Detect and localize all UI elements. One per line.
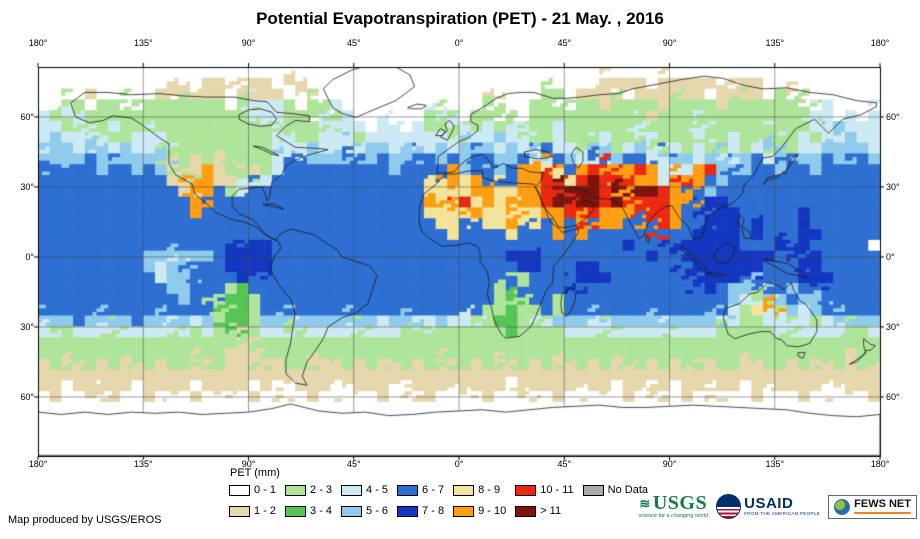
fewsnet-name: FEWS NET — [854, 498, 911, 510]
lon-tick-label-bottom: 0° — [454, 459, 464, 469]
legend-item: 8 - 9 — [453, 482, 506, 498]
lat-tick-label-right: 30° — [886, 321, 900, 332]
lon-tick-label-bottom: 135° — [765, 459, 785, 469]
legend-swatch — [229, 505, 250, 517]
usgs-logo: ≋ USGS science for a changing world — [638, 492, 709, 519]
lon-tick-label-top: 135° — [133, 38, 153, 48]
legend-column: 2 - 3 3 - 4 — [285, 482, 332, 524]
legend-label: 4 - 5 — [366, 484, 389, 496]
legend-label: 0 - 1 — [254, 484, 277, 496]
lon-tick-label-bottom: 90° — [662, 459, 677, 469]
legend-label: 9 - 10 — [478, 505, 507, 517]
lat-tick-label-left: 60° — [20, 111, 34, 122]
legend-swatch — [341, 505, 363, 517]
usaid-tagline: FROM THE AMERICAN PEOPLE — [744, 511, 821, 516]
lon-tick-label-top: 135° — [765, 38, 785, 48]
legend-label: 1 - 2 — [254, 505, 277, 517]
usgs-wave-icon: ≋ — [639, 496, 651, 511]
legend-item: No Data — [582, 482, 648, 498]
lat-tick-label-left: 30° — [20, 321, 34, 332]
legend-column: 4 - 5 5 - 6 — [341, 482, 388, 524]
lon-tick-label-bottom: 135° — [133, 459, 153, 469]
lon-tick-label-top: 90° — [662, 38, 677, 48]
legend-item: 0 - 1 — [229, 482, 276, 498]
lon-tick-label-bottom: 45° — [557, 459, 572, 469]
legend-swatch — [515, 484, 537, 496]
legend-label: 3 - 4 — [310, 505, 333, 517]
legend-swatch — [515, 505, 537, 517]
lon-tick-label-bottom: 180° — [870, 459, 890, 469]
legend-label: 8 - 9 — [478, 484, 501, 496]
legend-item: 9 - 10 — [453, 503, 506, 519]
legend-item: 2 - 3 — [285, 482, 332, 498]
legend-column: 10 - 11 > 11 — [515, 482, 574, 524]
usaid-seal-icon — [716, 494, 742, 519]
usgs-tagline: science for a changing world — [638, 513, 709, 519]
legend-swatch — [453, 505, 475, 517]
lon-tick-label-top: 45° — [346, 38, 361, 48]
legend-swatch — [397, 484, 419, 496]
legend-item: 5 - 6 — [341, 503, 388, 519]
fewsnet-logo: FEWS NET — [828, 494, 917, 519]
lat-tick-label-right: 0° — [886, 251, 895, 262]
lat-tick-label-left: 0° — [25, 251, 34, 262]
legend-column: 6 - 7 7 - 8 — [397, 482, 444, 524]
fewsnet-globe-icon — [834, 498, 851, 515]
lon-tick-label-top: 90° — [241, 38, 256, 48]
legend-column: 8 - 9 9 - 10 — [453, 482, 506, 524]
legend-item: 4 - 5 — [341, 482, 388, 498]
legend-swatch — [341, 484, 363, 496]
legend-label: 10 - 11 — [540, 484, 574, 496]
lon-tick-label-top: 180° — [28, 38, 48, 48]
usaid-logo: USAID FROM THE AMERICAN PEOPLE — [716, 494, 820, 519]
logos: ≋ USGS science for a changing world USAI… — [638, 492, 917, 519]
fewsnet-swoosh — [854, 511, 911, 514]
credit-text: Map produced by USGS/EROS — [8, 514, 162, 526]
lat-tick-label-right: 30° — [886, 181, 900, 192]
lon-tick-label-top: 0° — [454, 38, 464, 48]
legend-column: No Data — [582, 482, 648, 524]
legend-label: 6 - 7 — [422, 484, 445, 496]
legend-label: 7 - 8 — [422, 505, 445, 517]
legend-swatch — [285, 484, 307, 496]
usaid-name: USAID — [744, 495, 794, 512]
lon-tick-label-bottom: 90° — [241, 459, 256, 469]
legend-item: 10 - 11 — [515, 482, 574, 498]
lat-tick-label-right: 60° — [886, 391, 900, 402]
legend-column: 0 - 1 1 - 2 — [229, 482, 276, 524]
lon-tick-label-bottom: 45° — [346, 459, 361, 469]
legend-item: 6 - 7 — [397, 482, 444, 498]
legend-title: PET (mm) — [230, 467, 280, 479]
usgs-name: USGS — [652, 492, 708, 514]
legend-item: 3 - 4 — [285, 503, 332, 519]
legend: PET (mm) 0 - 1 1 - 2 2 - 3 3 - 4 4 - 5 5 - 6 6… — [229, 467, 648, 524]
lon-tick-label-top: 180° — [870, 38, 890, 48]
legend-item: 1 - 2 — [229, 503, 276, 519]
legend-swatch — [582, 484, 604, 496]
lon-tick-label-top: 45° — [557, 38, 572, 48]
legend-item: > 11 — [515, 503, 573, 519]
legend-item: 7 - 8 — [397, 503, 444, 519]
lat-tick-label-left: 30° — [20, 181, 34, 192]
legend-swatch — [285, 505, 307, 517]
legend-label: > 11 — [540, 505, 562, 517]
legend-swatch — [397, 505, 419, 517]
legend-swatch — [453, 484, 475, 496]
lat-tick-label-left: 60° — [20, 391, 34, 402]
map-title: Potential Evapotranspiration (PET) - 21 … — [256, 9, 664, 28]
legend-label: 2 - 3 — [310, 484, 333, 496]
legend-entries: 0 - 1 1 - 2 2 - 3 3 - 4 4 - 5 5 - 6 6 - 7 7 - 8… — [229, 482, 648, 524]
legend-label: No Data — [607, 484, 648, 496]
lat-tick-label-right: 60° — [886, 111, 900, 122]
lon-tick-label-bottom: 180° — [28, 459, 48, 469]
legend-label: 5 - 6 — [366, 505, 389, 517]
legend-swatch — [229, 484, 250, 496]
